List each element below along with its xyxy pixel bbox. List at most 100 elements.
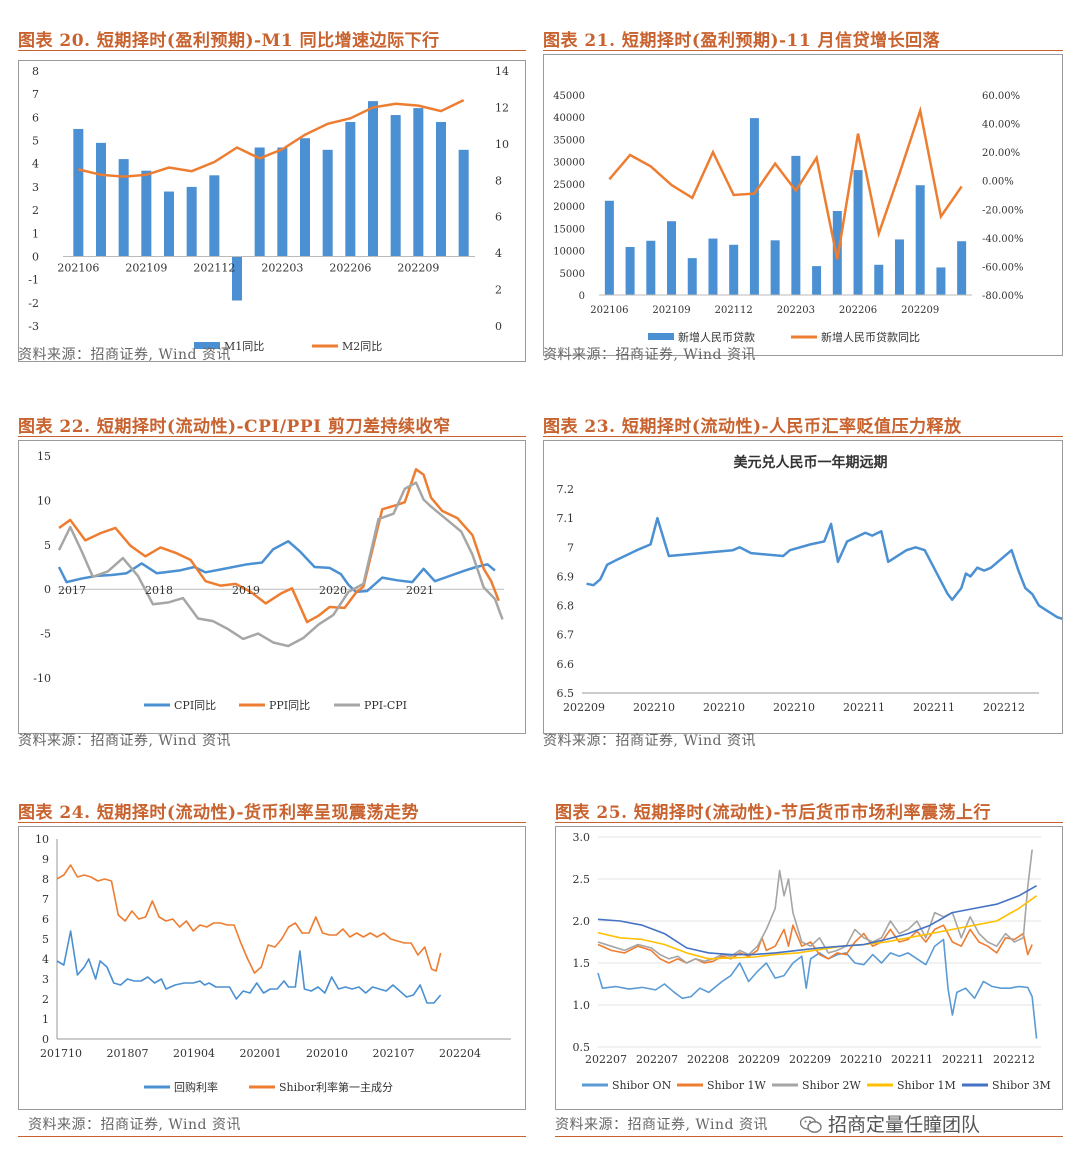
c21-x-tick-4: 202206: [839, 305, 877, 316]
panel-chart-25: 图表 25. 短期择时(流动性)-节后货币市场利率震荡上行 0.5 1.0 1.5 2…: [555, 798, 1063, 1143]
svg-c23-x-tick-0: 202209: [563, 701, 605, 714]
chart-23-title: 图表 23. 短期择时(流动性)-人民币汇率贬值压力释放: [543, 417, 962, 437]
c20-right-tick-1: 2: [495, 284, 502, 297]
svg-c25-x-tick-5: 202210: [840, 1053, 882, 1066]
c21-right-tick-4: 0.00%: [982, 177, 1014, 188]
c21-bar-loans-0: [604, 200, 614, 295]
panel-chart-22: 图表 22. 短期择时(流动性)-CPI/PPI 剪刀差持续收窄 -10 -5 0 5…: [18, 412, 526, 752]
svg-c24-x-tick-1: 201807: [107, 1047, 149, 1060]
c20-right-tick-4: 8: [495, 174, 502, 187]
chart-25-plot: 0.5 1.0 1.5 2.0 2.5 3.0 202207 202207 202208 2022…: [573, 831, 1051, 1092]
svg-c25-legend-label-0: Shibor ON: [612, 1079, 672, 1092]
svg-c23-y-tick-2: 6.7: [557, 629, 575, 642]
svg-c23-y-tick-7: 7.2: [557, 483, 575, 496]
svg-c24-y-tick-8: 8: [42, 873, 49, 886]
chart-21-source: 资料来源：招商证券, Wind 资讯: [543, 347, 756, 363]
svg-c22-series-2: [57, 481, 504, 648]
c21-legend-label-0: 新增人民币贷款: [678, 330, 755, 344]
c21-right-tick-7: 60.00%: [982, 91, 1020, 102]
panel-chart-24: 图表 24. 短期择时(流动性)-货币利率呈现震荡走势 0 1 2 3 4 5 6 7 8 9 10…: [18, 798, 526, 1143]
svg-c25-x-tick-7: 202211: [942, 1053, 984, 1066]
c20-bar-m1-0: [73, 128, 84, 257]
c20-bar-m1-17: [458, 149, 469, 257]
chart-23-frame: 美元兑人民币一年期远期 6.5 6.6 6.7 6.8 6.9 7 7.1 7.2 202209 2…: [543, 440, 1080, 734]
c20-left-tick-11: 8: [32, 65, 39, 78]
c21-line-yoy: [608, 105, 963, 260]
c21-right-tick-6: 40.00%: [982, 120, 1020, 131]
c21-bar-loans-15: [915, 185, 925, 295]
c21-x-tick-2: 202112: [715, 305, 753, 316]
panel-chart-23: 图表 23. 短期择时(流动性)-人民币汇率贬值压力释放 美元兑人民币一年期远期…: [543, 412, 1080, 752]
svg-c22-y-tick-3: 5: [44, 539, 51, 552]
svg-c25-y-tick-5: 3.0: [573, 831, 591, 844]
c20-bar-m1-5: [186, 186, 197, 257]
svg-c23-y-tick-4: 6.9: [557, 570, 575, 583]
c20-right-tick-0: 0: [495, 320, 502, 333]
c21-left-tick-4: 20000: [553, 202, 585, 213]
c21-bar-loans-16: [936, 267, 946, 295]
c20-left-tick-8: 5: [32, 135, 39, 148]
c20-bar-m1-6: [209, 175, 220, 257]
svg-c25-legend-label-3: Shibor 1M: [897, 1079, 956, 1092]
svg-c25-y-tick-2: 1.5: [573, 957, 591, 970]
c20-right-tick-6: 12: [495, 101, 509, 114]
c20-bar-m1-15: [413, 108, 424, 257]
svg-c24-y-tick-2: 2: [42, 993, 49, 1006]
svg-c25-series-0: [597, 938, 1038, 1039]
c21-bar-loans-1: [625, 247, 635, 295]
chart-24-frame: 0 1 2 3 4 5 6 7 8 9 10 201710 201807 201904 202001 2020…: [18, 826, 526, 1110]
svg-c25-x-tick-2: 202208: [687, 1053, 729, 1066]
c21-left-tick-6: 30000: [553, 158, 585, 169]
c20-x-tick-5: 202209: [397, 261, 439, 274]
svg-c24-y-tick-5: 5: [42, 933, 49, 946]
c20-left-tick-10: 7: [32, 88, 39, 101]
svg-c24-x-tick-4: 202010: [306, 1047, 348, 1060]
svg-c23-x-tick-4: 202211: [843, 701, 885, 714]
c20-bar-m1-11: [322, 149, 333, 257]
svg-c22-x-tick-0: 2017: [58, 584, 86, 597]
svg-c24-y-tick-9: 9: [42, 853, 49, 866]
c21-right-tick-2: -40.00%: [982, 234, 1024, 245]
c20-bar-m1-7: [232, 256, 242, 301]
chart-21-title: 图表 21. 短期择时(盈利预期)-11 月信贷增长回落: [543, 31, 941, 51]
c20-right-tick-7: 14: [495, 65, 509, 78]
chart-22-source: 资料来源：招商证券, Wind 资讯: [18, 733, 231, 749]
svg-c23-x-tick-5: 202211: [913, 701, 955, 714]
svg-c23-y-tick-5: 7: [567, 541, 574, 554]
c21-right-tick-0: -80.00%: [982, 291, 1024, 302]
svg-c25-legend-label-1: Shibor 1W: [707, 1079, 767, 1092]
c21-x-tick-1: 202109: [652, 305, 690, 316]
svg-c24-x-tick-2: 201904: [173, 1047, 215, 1060]
chart-24-plot: 0 1 2 3 4 5 6 7 8 9 10 201710 201807 201904 202001 2020…: [35, 833, 511, 1094]
svg-c24-y-tick-0: 0: [42, 1033, 49, 1046]
chart-25-title: 图表 25. 短期择时(流动性)-节后货币市场利率震荡上行: [555, 803, 992, 823]
svg-c24-y-tick-3: 3: [42, 973, 49, 986]
chart-25-frame: 0.5 1.0 1.5 2.0 2.5 3.0 202207 202207 202208 2022…: [555, 826, 1063, 1110]
svg-c25-y-tick-0: 0.5: [573, 1041, 591, 1054]
svg-c25-y-tick-1: 1.0: [573, 999, 591, 1012]
c21-bar-loans-8: [770, 240, 780, 295]
c20-x-tick-2: 202112: [193, 261, 235, 274]
svg-c24-x-tick-6: 202204: [439, 1047, 481, 1060]
svg-c22-y-tick-0: -10: [33, 672, 51, 685]
chart-25-source: 资料来源：招商证券, Wind 资讯: [555, 1117, 768, 1133]
svg-c22-x-tick-2: 2019: [232, 584, 260, 597]
svg-c23-x-tick-1: 202210: [633, 701, 675, 714]
c20-bar-m1-13: [368, 101, 378, 257]
c21-bar-loans-6: [729, 244, 739, 295]
svg-c22-y-tick-2: 0: [44, 583, 51, 596]
panel-chart-20: 图表 20. 短期择时(盈利预期)-M1 同比增速边际下行 -3 -2 -1 0 1 2 3…: [18, 26, 526, 366]
c20-bar-m1-10: [300, 138, 310, 257]
c20-bar-m1-2: [118, 159, 129, 257]
c21-bar-loans-3: [667, 221, 677, 295]
svg-c23-series-0: [586, 516, 1080, 622]
chart-23-source: 资料来源：招商证券, Wind 资讯: [543, 733, 756, 749]
svg-c24-y-tick-1: 1: [42, 1013, 49, 1026]
c20-left-tick-4: 1: [32, 227, 39, 240]
svg-c22-legend-label-0: CPI同比: [174, 699, 216, 712]
chart-20-title: 图表 20. 短期择时(盈利预期)-M1 同比增速边际下行: [18, 31, 440, 51]
c20-bar-m1-4: [164, 191, 174, 257]
c20-left-tick-6: 3: [32, 181, 39, 194]
c20-left-tick-2: -1: [28, 274, 39, 287]
c20-bar-m1-16: [436, 122, 446, 257]
